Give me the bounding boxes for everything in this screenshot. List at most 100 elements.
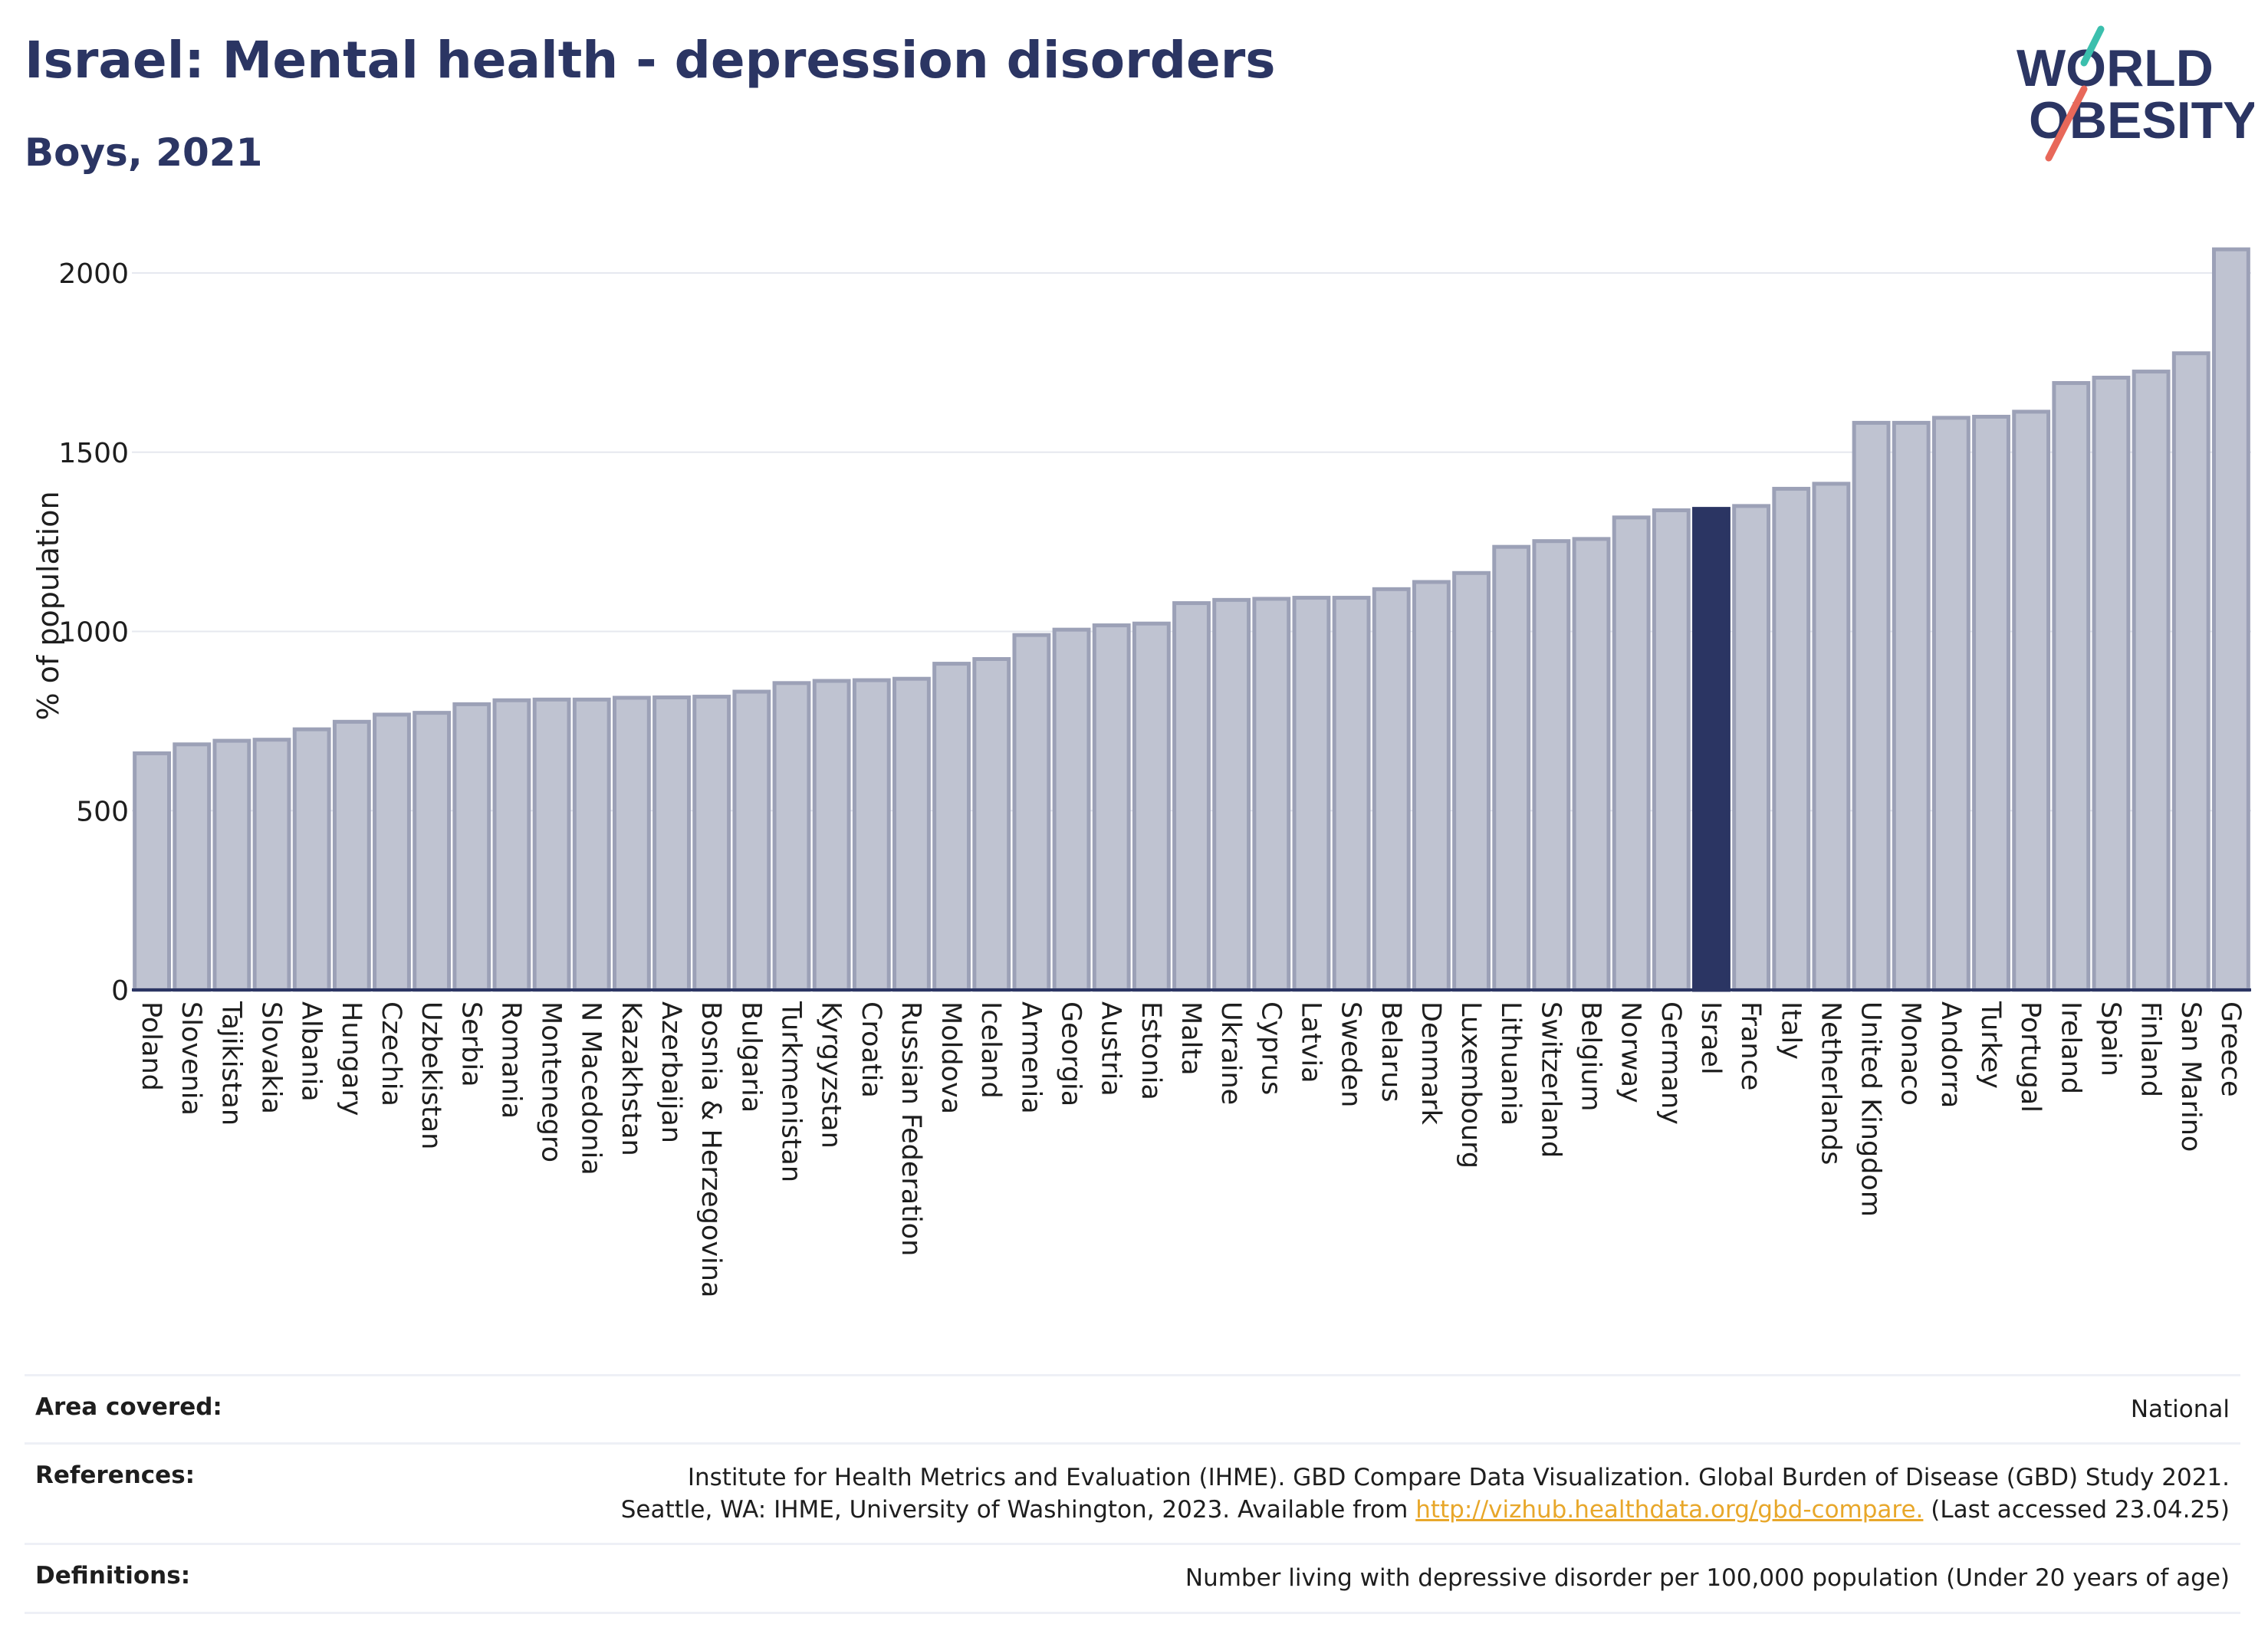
world-obesity-logo: WORLD OBESITY — [2017, 25, 2254, 162]
bar-czechia[interactable] — [373, 712, 411, 992]
definitions-value: Number living with depressive disorder p… — [1185, 1564, 2230, 1593]
x-tick-label: Bulgaria — [735, 1001, 766, 1113]
bar-poland[interactable] — [133, 751, 172, 992]
bar-italy[interactable] — [1772, 486, 1811, 992]
bar-luxembourg[interactable] — [1452, 570, 1491, 992]
references-label: References: — [35, 1461, 196, 1490]
x-tick-label: Spain — [2095, 1001, 2125, 1077]
bar-kyrgyzstan[interactable] — [812, 679, 851, 992]
bar-latvia[interactable] — [1292, 596, 1331, 992]
x-tick-label: Turkey — [1975, 1001, 2006, 1089]
x-tick-label: Ireland — [2055, 1001, 2086, 1094]
bar-ireland[interactable] — [2052, 381, 2091, 992]
bar-serbia[interactable] — [452, 702, 491, 992]
bar-tajikistan[interactable] — [212, 738, 251, 992]
bar-turkey[interactable] — [1972, 414, 2010, 992]
bar-ukraine[interactable] — [1212, 597, 1251, 992]
x-tick-label: Bosnia & Herzegovina — [695, 1001, 726, 1297]
bar-greece[interactable] — [2211, 247, 2250, 992]
bar-cyprus[interactable] — [1252, 597, 1291, 992]
bar-slovenia[interactable] — [173, 742, 212, 992]
bar-iceland[interactable] — [972, 656, 1011, 992]
x-tick-label: Czechia — [376, 1001, 406, 1106]
x-tick-label: Romania — [495, 1001, 526, 1119]
bar-portugal[interactable] — [2012, 409, 2051, 992]
footer-row-references: References: Institute for Health Metrics… — [25, 1442, 2240, 1543]
x-tick-label: Croatia — [856, 1001, 886, 1098]
x-tick-label: Austria — [1096, 1001, 1126, 1096]
x-tick-label: Hungary — [336, 1001, 366, 1116]
area-covered-value: National — [2130, 1396, 2230, 1423]
x-tick-label: Kyrgyzstan — [816, 1001, 846, 1149]
bar-estonia[interactable] — [1132, 621, 1171, 992]
x-tick-label: Iceland — [975, 1001, 1006, 1099]
bar-israel[interactable] — [1692, 507, 1731, 992]
logo-slash-teal — [2080, 25, 2105, 67]
bar-romania[interactable] — [492, 698, 531, 992]
bar-turkmenistan[interactable] — [772, 681, 811, 992]
bar-bosnia-herzegovina[interactable] — [692, 695, 731, 992]
x-tick-label: Switzerland — [1535, 1001, 1566, 1158]
bar-finland[interactable] — [2132, 370, 2171, 992]
bar-moldova[interactable] — [932, 662, 971, 992]
y-tick-label: 1000 — [58, 617, 129, 649]
bar-kazakhstan[interactable] — [612, 695, 651, 992]
bar-albania[interactable] — [292, 727, 331, 992]
bar-france[interactable] — [1732, 504, 1771, 992]
bar-andorra[interactable] — [1931, 416, 1971, 992]
x-tick-label: Cyprus — [1255, 1001, 1286, 1095]
bar-united-kingdom[interactable] — [1852, 420, 1891, 992]
bar-n-macedonia[interactable] — [572, 697, 611, 992]
x-tick-label: Monaco — [1895, 1001, 1926, 1106]
x-tick-label: Russian Federation — [896, 1001, 926, 1256]
bar-germany[interactable] — [1652, 508, 1691, 992]
x-tick-label: Montenegro — [536, 1001, 567, 1162]
bar-sweden[interactable] — [1332, 596, 1371, 992]
references-link[interactable]: http://vizhub.healthdata.org/gbd-compare… — [1415, 1496, 1924, 1524]
logo-word-world: WORLD — [2017, 39, 2214, 97]
bars — [133, 247, 2250, 992]
bar-hungary[interactable] — [332, 719, 371, 992]
bar-denmark[interactable] — [1412, 580, 1451, 992]
bar-switzerland[interactable] — [1532, 539, 1571, 992]
bar-malta[interactable] — [1172, 601, 1211, 992]
bar-georgia[interactable] — [1052, 627, 1091, 992]
footer-row-area: Area covered: National — [25, 1374, 2240, 1442]
chart-subtitle: Boys, 2021 — [25, 130, 263, 175]
bar-austria[interactable] — [1092, 623, 1131, 992]
bar-spain[interactable] — [2092, 376, 2131, 992]
bar-bulgaria[interactable] — [732, 689, 771, 992]
x-tick-label: Portugal — [2015, 1001, 2046, 1113]
x-tick-label: Norway — [1616, 1001, 1646, 1103]
bar-belgium[interactable] — [1572, 537, 1611, 992]
y-axis-label: % of population — [31, 491, 65, 720]
area-covered-label: Area covered: — [35, 1393, 222, 1421]
x-tick-label: Slovakia — [256, 1001, 287, 1114]
x-tick-label: Sweden — [1336, 1001, 1366, 1107]
references-line2-post: (Last accessed 23.04.25) — [1923, 1496, 2230, 1524]
chart-title: Israel: Mental health - depression disor… — [25, 31, 1276, 90]
x-tick-label: Ukraine — [1215, 1001, 1246, 1105]
bar-belarus[interactable] — [1372, 587, 1411, 992]
x-tick-label: Serbia — [455, 1001, 486, 1087]
x-tick-label: Uzbekistan — [416, 1001, 446, 1149]
y-tick-label: 2000 — [58, 258, 129, 290]
bar-slovakia[interactable] — [252, 738, 291, 992]
x-tick-label: Moldova — [935, 1001, 966, 1114]
bar-norway[interactable] — [1612, 515, 1651, 992]
bar-azerbaijan[interactable] — [652, 695, 691, 992]
x-tick-label: Armenia — [1015, 1001, 1046, 1114]
bar-uzbekistan[interactable] — [413, 711, 452, 992]
x-tick-label: Andorra — [1935, 1001, 1966, 1108]
bar-montenegro[interactable] — [532, 697, 571, 992]
bar-san-marino[interactable] — [2171, 351, 2210, 992]
bar-monaco[interactable] — [1892, 420, 1931, 992]
bar-croatia[interactable] — [852, 678, 891, 992]
bar-russian-federation[interactable] — [892, 676, 931, 992]
x-tick-label: Turkmenistan — [775, 1001, 806, 1182]
bar-netherlands[interactable] — [1812, 482, 1851, 992]
references-line2-pre: Seattle, WA: IHME, University of Washing… — [620, 1496, 1416, 1524]
bar-lithuania[interactable] — [1492, 544, 1531, 992]
x-tick-label: Slovenia — [176, 1001, 206, 1116]
bar-armenia[interactable] — [1012, 633, 1051, 992]
